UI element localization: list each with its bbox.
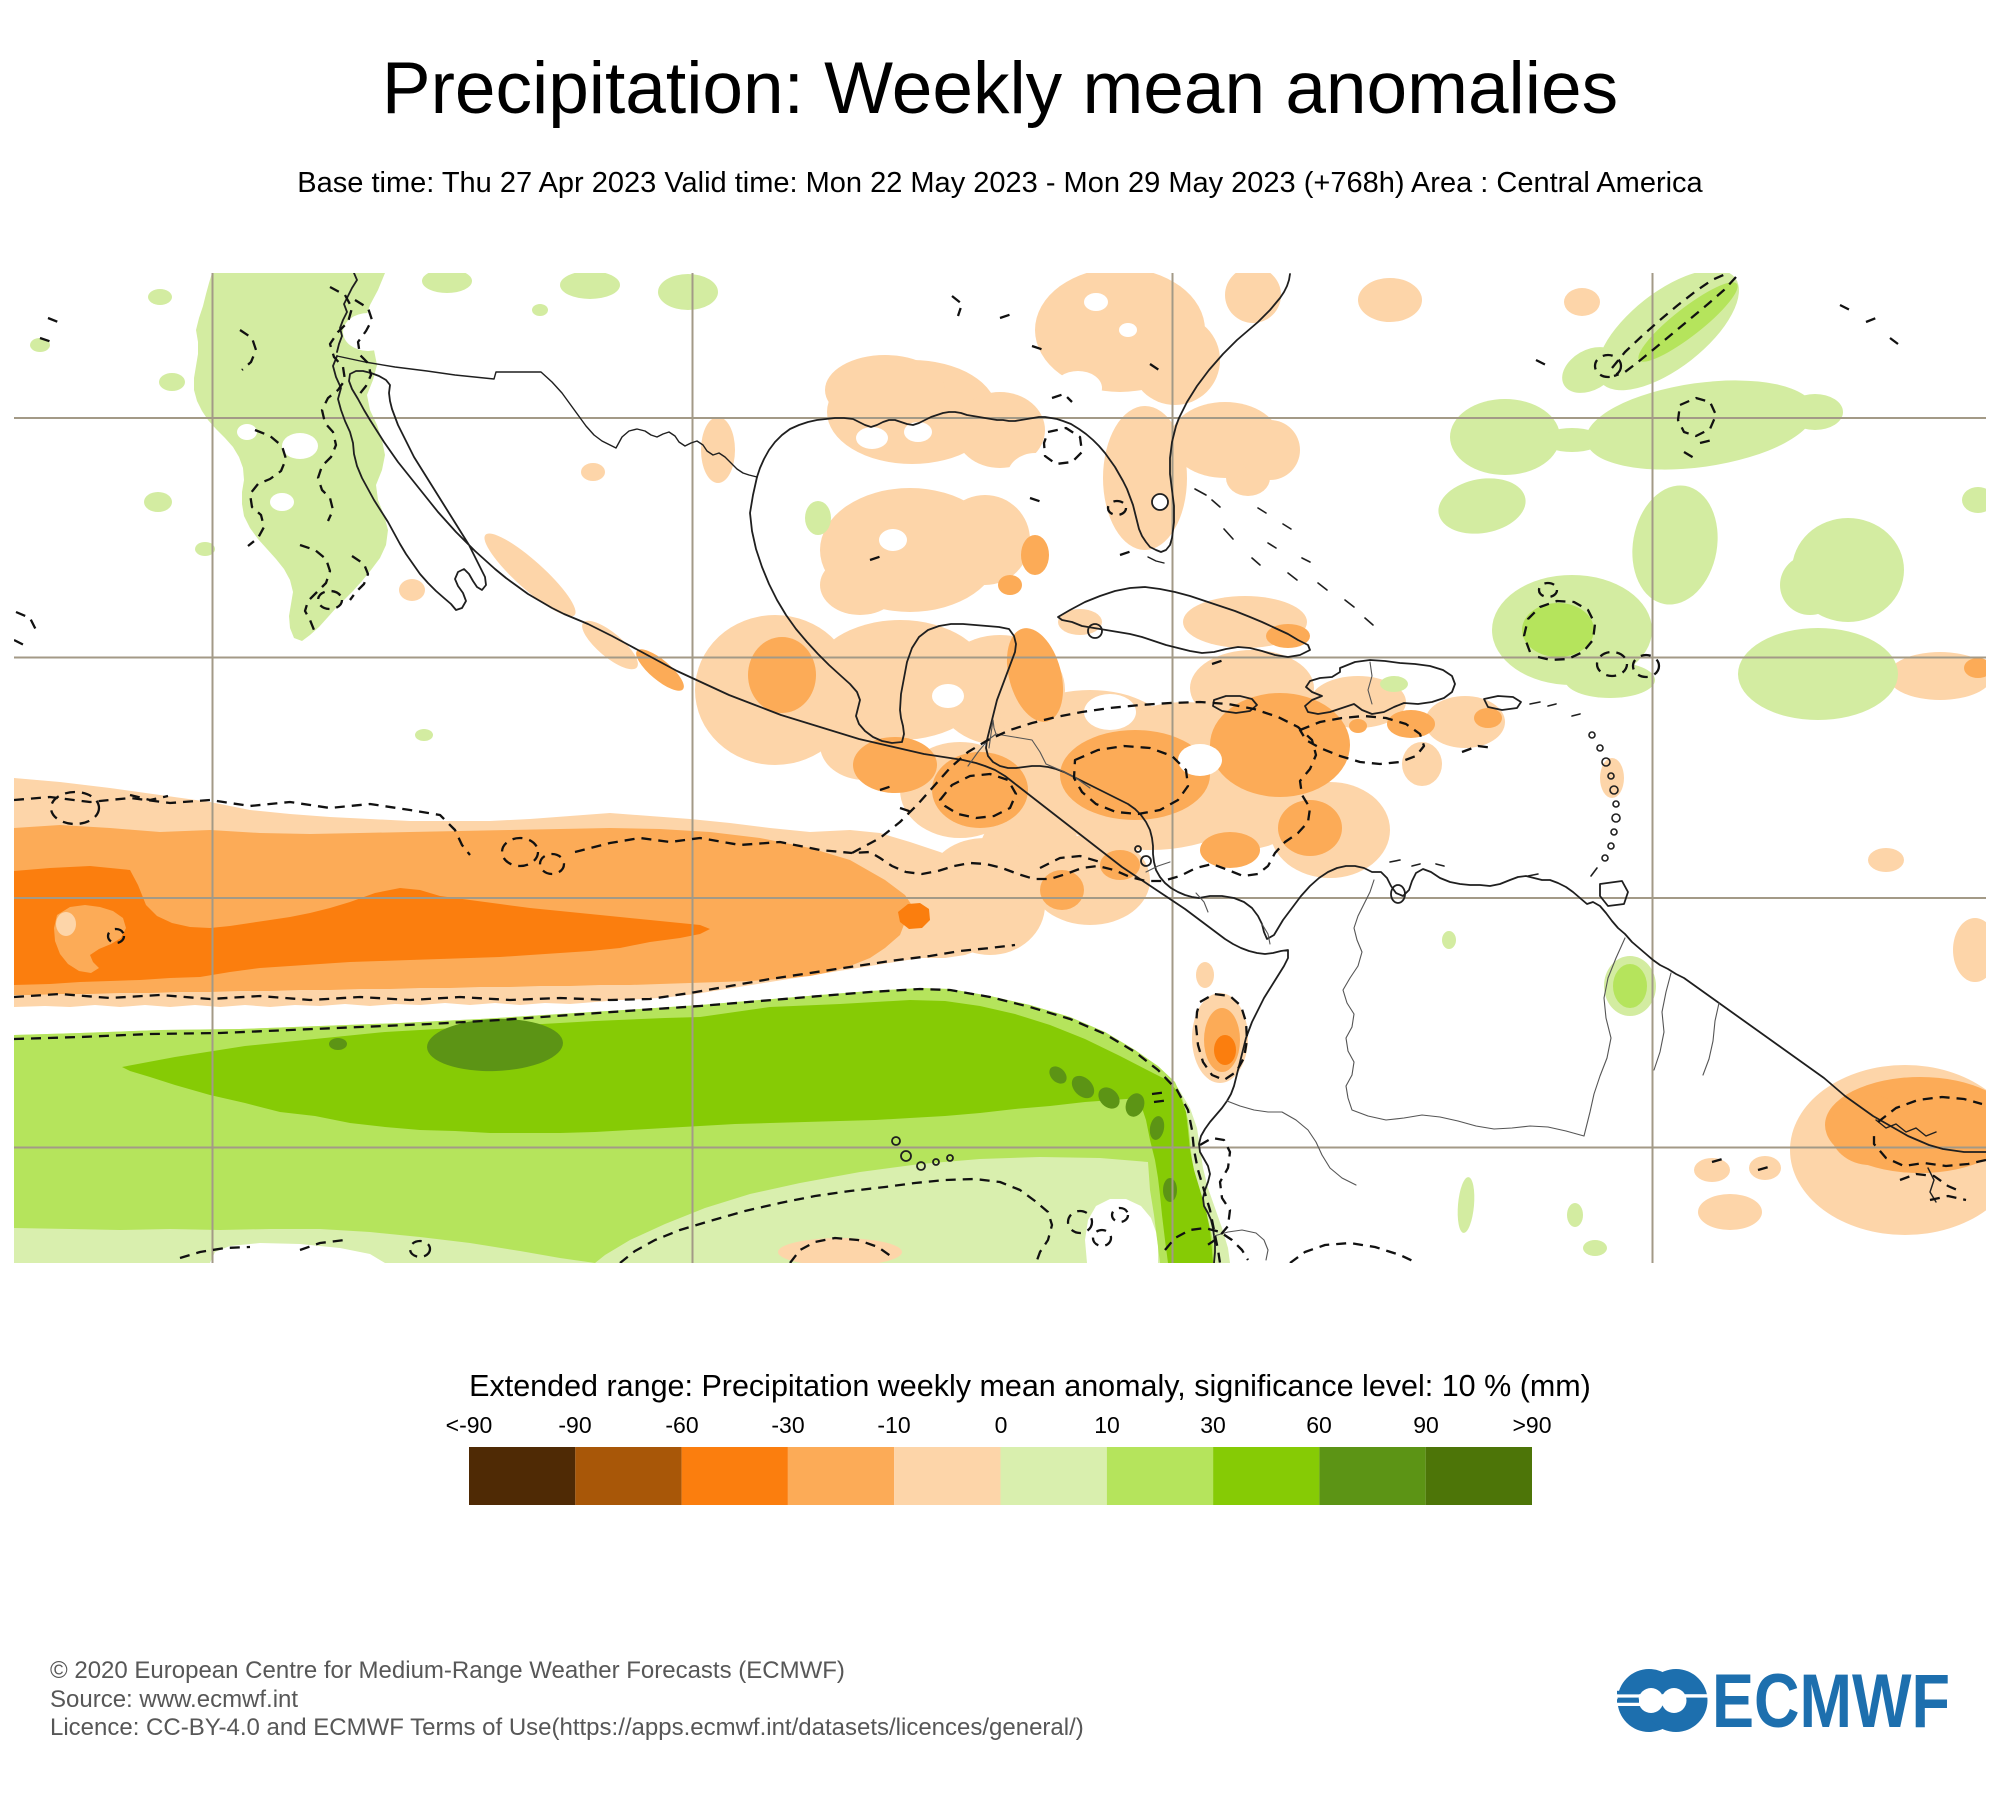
svg-text:90: 90 [1413, 1412, 1439, 1438]
svg-text:0: 0 [995, 1412, 1008, 1438]
svg-text:Source: www.ecmwf.int: Source: www.ecmwf.int [50, 1686, 298, 1713]
svg-text:30: 30 [1200, 1412, 1226, 1438]
svg-text:-90: -90 [558, 1412, 591, 1438]
svg-text:Extended range: Precipitation: Extended range: Precipitation weekly mea… [469, 1369, 1591, 1403]
svg-text:-30: -30 [771, 1412, 804, 1438]
svg-text:Precipitation: Weekly mean ano: Precipitation: Weekly mean anomalies [382, 48, 1618, 129]
svg-text:>90: >90 [1512, 1412, 1551, 1438]
svg-text:-10: -10 [877, 1412, 910, 1438]
svg-text:Base time: Thu 27 Apr 2023 Val: Base time: Thu 27 Apr 2023 Valid time: M… [297, 167, 1703, 199]
svg-text:-60: -60 [665, 1412, 698, 1438]
svg-text:© 2020 European Centre for Med: © 2020 European Centre for Medium-Range … [50, 1657, 845, 1684]
svg-text:Licence: CC-BY-4.0 and ECMWF T: Licence: CC-BY-4.0 and ECMWF Terms of Us… [50, 1714, 1084, 1741]
svg-text:10: 10 [1094, 1412, 1120, 1438]
svg-text:60: 60 [1306, 1412, 1332, 1438]
svg-text:<-90: <-90 [446, 1412, 493, 1438]
svg-text:ECMWF: ECMWF [1712, 1659, 1950, 1744]
